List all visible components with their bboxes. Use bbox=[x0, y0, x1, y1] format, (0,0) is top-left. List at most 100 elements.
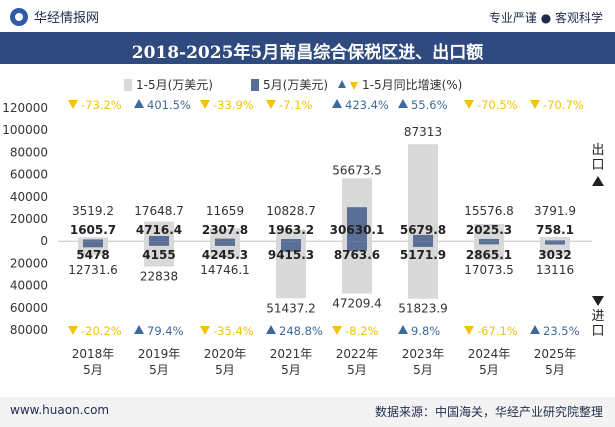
label-import-may: 3032 bbox=[538, 248, 571, 262]
x-tick-label-line: 2021年 bbox=[270, 347, 313, 361]
import-growth-down-icon bbox=[68, 326, 78, 335]
export-growth-up-icon bbox=[134, 99, 144, 108]
export-growth-down-icon bbox=[530, 100, 540, 109]
bar-export-may bbox=[545, 240, 565, 242]
import-growth-down-icon bbox=[464, 326, 474, 335]
export-growth-down-icon bbox=[464, 100, 474, 109]
side-label-import-char: 进 bbox=[591, 309, 604, 324]
import-growth-up-icon bbox=[398, 325, 408, 334]
x-tick-label-line: 5月 bbox=[281, 363, 301, 377]
legend-label-growth: 1-5月同比增速(%) bbox=[362, 78, 462, 92]
label-export-ytd: 15576.8 bbox=[464, 204, 514, 218]
label-import-growth: -8.2% bbox=[345, 324, 378, 338]
y-tick-label: 60000 bbox=[10, 168, 48, 182]
legend-down-triangle-icon bbox=[350, 82, 358, 90]
label-export-may: 2307.8 bbox=[202, 223, 248, 237]
legend-swatch-may bbox=[251, 79, 259, 91]
bar-export-may bbox=[413, 234, 433, 242]
label-export-may: 1605.7 bbox=[70, 223, 116, 237]
x-tick-label-line: 2020年 bbox=[204, 347, 247, 361]
label-import-may: 2865.1 bbox=[466, 248, 512, 262]
y-tick-label: 0 bbox=[40, 234, 48, 248]
import-growth-down-icon bbox=[332, 326, 342, 335]
bar-export-may bbox=[149, 235, 169, 242]
bar-import-may bbox=[83, 241, 103, 248]
bar-export-may bbox=[347, 207, 367, 242]
label-import-ytd: 51823.9 bbox=[398, 302, 448, 316]
bar-export-ytd bbox=[474, 223, 504, 242]
label-export-growth: -70.7% bbox=[543, 98, 584, 112]
label-export-growth: 55.6% bbox=[411, 98, 448, 112]
label-import-ytd: 51437.2 bbox=[266, 301, 316, 315]
x-tick-label: 2022年 5月 bbox=[336, 347, 379, 377]
bar-import-ytd bbox=[408, 241, 438, 299]
x-tick-label-line: 5月 bbox=[83, 363, 103, 377]
bar-import-may bbox=[479, 241, 499, 245]
side-label-import: 进口 bbox=[591, 309, 604, 339]
export-growth-down-icon bbox=[266, 100, 276, 109]
label-import-growth: -20.2% bbox=[81, 324, 122, 338]
label-export-growth: -33.9% bbox=[213, 98, 254, 112]
y-tick-label: 80000 bbox=[10, 323, 48, 337]
legend-label-ytd: 1-5月(万美元) bbox=[136, 78, 213, 92]
brand-name: 华经情报网 bbox=[34, 11, 100, 26]
y-tick-label: 80000 bbox=[10, 145, 48, 159]
bar-import-may bbox=[281, 241, 301, 252]
label-export-ytd: 3791.9 bbox=[534, 204, 576, 218]
label-export-ytd: 17648.7 bbox=[134, 204, 184, 218]
bar-import-may bbox=[215, 241, 235, 246]
label-import-may: 4155 bbox=[142, 248, 175, 262]
huajing-logo-icon bbox=[10, 7, 28, 26]
export-growth-down-icon bbox=[68, 100, 78, 109]
label-export-ytd: 11659 bbox=[206, 204, 244, 218]
title-bar: 2018-2025年5月南昌综合保税区进、出口额 bbox=[0, 32, 615, 64]
export-growth-up-icon bbox=[398, 99, 408, 108]
bar-import-ytd bbox=[540, 241, 570, 256]
x-tick-label: 2019年 5月 bbox=[138, 347, 181, 377]
side-label-export-char: 出 bbox=[591, 143, 604, 158]
label-export-ytd: 10828.7 bbox=[266, 204, 316, 218]
x-tick-label-line: 2022年 bbox=[336, 347, 379, 361]
x-tick-label-line: 5月 bbox=[413, 363, 433, 377]
side-label-export-char: 口 bbox=[591, 158, 604, 173]
bar-export-ytd bbox=[540, 236, 570, 242]
label-import-ytd: 13116 bbox=[536, 263, 574, 277]
top-bar: 华经情报网 专业严谨 ● 客观科学 bbox=[0, 0, 615, 32]
legend-swatch-ytd bbox=[124, 79, 132, 91]
label-import-may: 5478 bbox=[76, 248, 109, 262]
label-import-growth: -67.1% bbox=[477, 324, 518, 338]
x-tick-label: 2023年 5月 bbox=[402, 347, 445, 377]
label-export-ytd: 87313 bbox=[404, 125, 442, 139]
tagline: 专业严谨 ● 客观科学 bbox=[488, 11, 603, 25]
side-label-export: 出口 bbox=[591, 143, 604, 173]
x-tick-label-line: 2018年 bbox=[72, 347, 115, 361]
import-arrow-down-icon bbox=[592, 296, 604, 306]
label-import-growth: 248.8% bbox=[279, 324, 323, 338]
y-tick-label: 40000 bbox=[10, 279, 48, 293]
label-import-ytd: 47209.4 bbox=[332, 297, 382, 311]
x-tick-label-line: 5月 bbox=[545, 363, 565, 377]
label-export-growth: 423.4% bbox=[345, 98, 389, 112]
label-export-may: 758.1 bbox=[536, 223, 574, 237]
x-tick-label-line: 2023年 bbox=[402, 347, 445, 361]
chart-title: 2018-2025年5月南昌综合保税区进、出口额 bbox=[131, 43, 484, 63]
side-label-import-char: 口 bbox=[591, 324, 604, 339]
y-tick-label: 20000 bbox=[10, 256, 48, 270]
bar-import-may bbox=[545, 241, 565, 245]
export-arrow-up-icon bbox=[592, 176, 604, 186]
import-growth-up-icon bbox=[530, 325, 540, 334]
label-import-may: 5171.9 bbox=[400, 248, 446, 262]
label-export-ytd: 56673.5 bbox=[332, 163, 382, 177]
bar-export-ytd bbox=[210, 228, 240, 242]
bar-export-may bbox=[215, 238, 235, 242]
label-export-growth: -7.1% bbox=[279, 98, 312, 112]
label-export-may: 4716.4 bbox=[136, 223, 182, 237]
bar-export-ytd bbox=[276, 229, 306, 242]
footer: www.huaon.com 数据来源：中国海关，华经产业研究院整理 bbox=[0, 397, 615, 427]
bar-import-may bbox=[149, 241, 169, 246]
label-import-ytd: 17073.5 bbox=[464, 263, 514, 277]
label-export-ytd: 3519.2 bbox=[72, 204, 114, 218]
x-tick-label-line: 2019年 bbox=[138, 347, 181, 361]
y-tick-label: 40000 bbox=[10, 190, 48, 204]
